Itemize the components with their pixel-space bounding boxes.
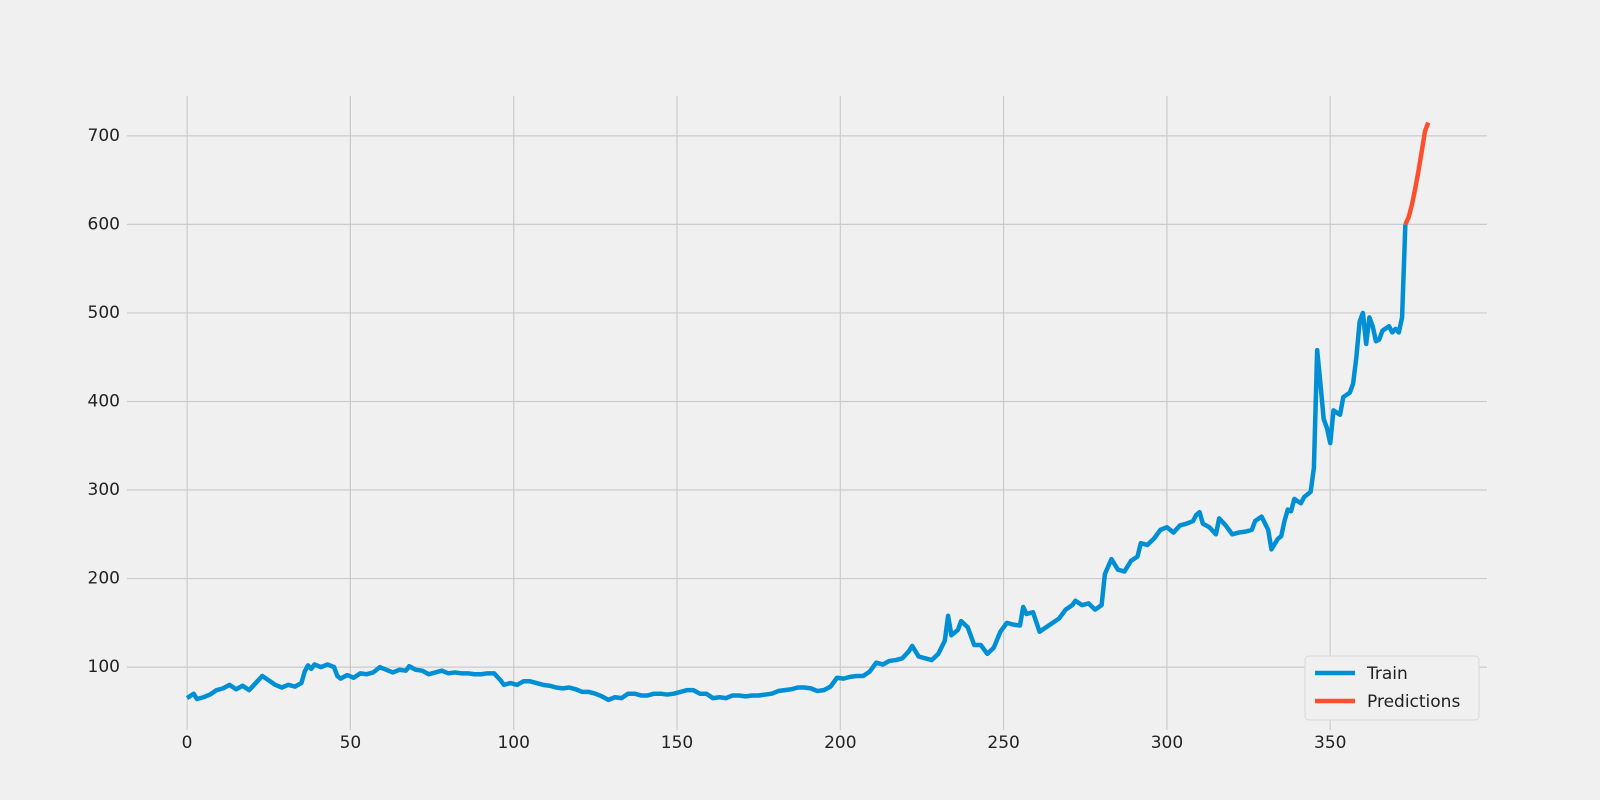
series-line — [1403, 121, 1431, 226]
x-tick-label: 250 — [987, 733, 1019, 753]
y-tick-label: 600 — [88, 214, 120, 234]
x-tick-label: 0 — [182, 733, 193, 753]
x-tick-label: 300 — [1151, 733, 1183, 753]
lines — [185, 121, 1431, 703]
legend-label: Predictions — [1367, 692, 1460, 712]
x-tick-label: 100 — [497, 733, 529, 753]
y-tick-label: 300 — [88, 480, 120, 500]
y-tick-label: 100 — [88, 657, 120, 677]
x-tick-label: 150 — [661, 733, 693, 753]
legend: Train Predictions — [1304, 655, 1480, 721]
y-tick-label: 400 — [88, 391, 120, 411]
series-line — [185, 224, 1408, 703]
x-tick-label: 350 — [1314, 733, 1346, 753]
y-tick-label: 500 — [88, 303, 120, 323]
y-tick-label: 200 — [88, 569, 120, 589]
legend-label: Train — [1366, 664, 1408, 684]
x-tick-label: 200 — [824, 733, 856, 753]
grid: 100 200 300 400 500 600 700 0 50 100 150 200 250 300 3… — [88, 96, 1487, 753]
y-tick-label: 700 — [88, 126, 120, 146]
x-tick-label: 50 — [340, 733, 362, 753]
